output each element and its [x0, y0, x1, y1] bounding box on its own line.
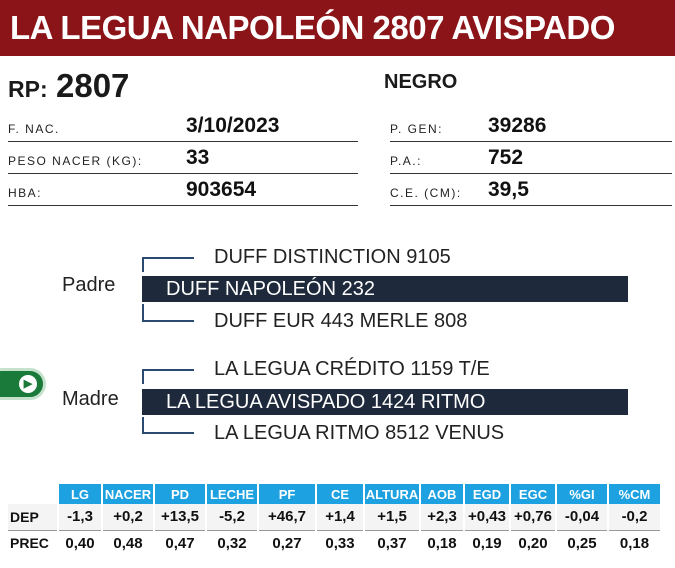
table-cell: +13,5 [153, 504, 206, 531]
field-value: 903654 [186, 178, 257, 201]
tree-connector [142, 432, 194, 434]
header-cell: EGD [463, 484, 510, 504]
coat-color: NEGRO [384, 71, 458, 93]
table-row: PREC 0,40 0,48 0,47 0,32 0,27 0,33 0,37 … [8, 530, 660, 556]
padre-sire: DUFF DISTINCTION 9105 [214, 246, 451, 268]
field-label: P.A.: [390, 154, 422, 168]
table-cell: 0,37 [363, 530, 420, 556]
table-cell: +1,5 [363, 504, 420, 531]
field-value: 3/10/2023 [186, 114, 280, 137]
tree-connector [142, 417, 144, 434]
table-cell: 0,33 [315, 530, 364, 556]
table-cell: 0,32 [205, 530, 258, 556]
madre-dam: LA LEGUA RITMO 8512 VENUS [214, 422, 505, 444]
field-label: P. GEN: [390, 122, 443, 136]
header-cell: ALTURA [363, 484, 420, 504]
page-title: LA LEGUA NAPOLEÓN 2807 AVISPADO [0, 0, 675, 56]
header-cell: PF [257, 484, 316, 504]
madre-label: Madre [62, 388, 119, 410]
rp-label: RP: [8, 76, 48, 102]
table-cell: -1,3 [57, 504, 102, 531]
table-cell: +1,4 [315, 504, 364, 531]
madre-name: LA LEGUA AVISPADO 1424 RITMO [142, 389, 628, 415]
tree-connector [142, 320, 194, 322]
header-cell: CE [315, 484, 364, 504]
table-cell: 0,19 [463, 530, 510, 556]
padre-label: Padre [62, 274, 116, 296]
field-label: PESO NACER (KG): [8, 154, 143, 168]
field-peso-nacer: PESO NACER (KG): 33 [8, 144, 358, 174]
table-header-row: LG NACER PD LECHE PF CE ALTURA AOB EGD E… [8, 484, 660, 504]
table-cell: 0,40 [57, 530, 102, 556]
field-pa: P.A.: 752 [390, 144, 672, 174]
tree-connector [142, 304, 144, 322]
next-pill-button[interactable]: ▶ [0, 368, 46, 400]
table-cell: 0,25 [555, 530, 608, 556]
field-fecha-nacimiento: F. NAC. 3/10/2023 [8, 112, 358, 142]
field-hba: HBA: 903654 [8, 176, 358, 206]
field-label: HBA: [8, 186, 43, 200]
table-cell: +0,76 [509, 504, 556, 531]
padre-name: DUFF NAPOLEÓN 232 [142, 276, 628, 302]
tree-connector [142, 369, 194, 371]
header-cell: NACER [101, 484, 154, 504]
table-cell: 0,18 [607, 530, 660, 556]
table-cell: +2,3 [419, 504, 464, 531]
table-cell: 0,18 [419, 530, 464, 556]
rp-value: 2807 [56, 67, 130, 104]
table-cell: 0,48 [101, 530, 154, 556]
tree-connector [142, 370, 144, 384]
dep-table: LG NACER PD LECHE PF CE ALTURA AOB EGD E… [8, 484, 660, 556]
table-cell: +0,43 [463, 504, 510, 531]
chevron-right-icon: ▶ [19, 375, 37, 393]
field-value: 752 [488, 146, 524, 169]
table-cell: 0,20 [509, 530, 556, 556]
header-cell: EGC [509, 484, 556, 504]
tree-connector [142, 258, 144, 272]
table-row: DEP -1,3 +0,2 +13,5 -5,2 +46,7 +1,4 +1,5… [8, 504, 660, 531]
row-label: PREC [8, 530, 58, 556]
table-cell: 0,27 [257, 530, 316, 556]
field-value: 39286 [488, 114, 547, 137]
table-cell: -0,04 [555, 504, 608, 531]
row-label: DEP [8, 504, 58, 531]
header-cell: AOB [419, 484, 464, 504]
header-cell: PD [153, 484, 206, 504]
table-cell: +0,2 [101, 504, 154, 531]
header-cell: %GI [555, 484, 608, 504]
padre-dam: DUFF EUR 443 MERLE 808 [214, 310, 468, 332]
table-cell: -5,2 [205, 504, 258, 531]
tree-connector [142, 257, 194, 259]
madre-sire: LA LEGUA CRÉDITO 1159 T/E [214, 358, 490, 380]
header-cell: LECHE [205, 484, 258, 504]
table-cell: 0,47 [153, 530, 206, 556]
table-cell: -0,2 [607, 504, 660, 531]
table-cell: +46,7 [257, 504, 316, 531]
field-value: 39,5 [488, 178, 529, 201]
field-label: C.E. (CM): [390, 186, 462, 200]
field-label: F. NAC. [8, 122, 60, 136]
header-cell: %CM [607, 484, 660, 504]
header-cell: LG [57, 484, 102, 504]
field-ce: C.E. (CM): 39,5 [390, 176, 672, 206]
field-value: 33 [186, 146, 210, 169]
field-p-gen: P. GEN: 39286 [390, 112, 672, 142]
header-blank [8, 484, 58, 504]
